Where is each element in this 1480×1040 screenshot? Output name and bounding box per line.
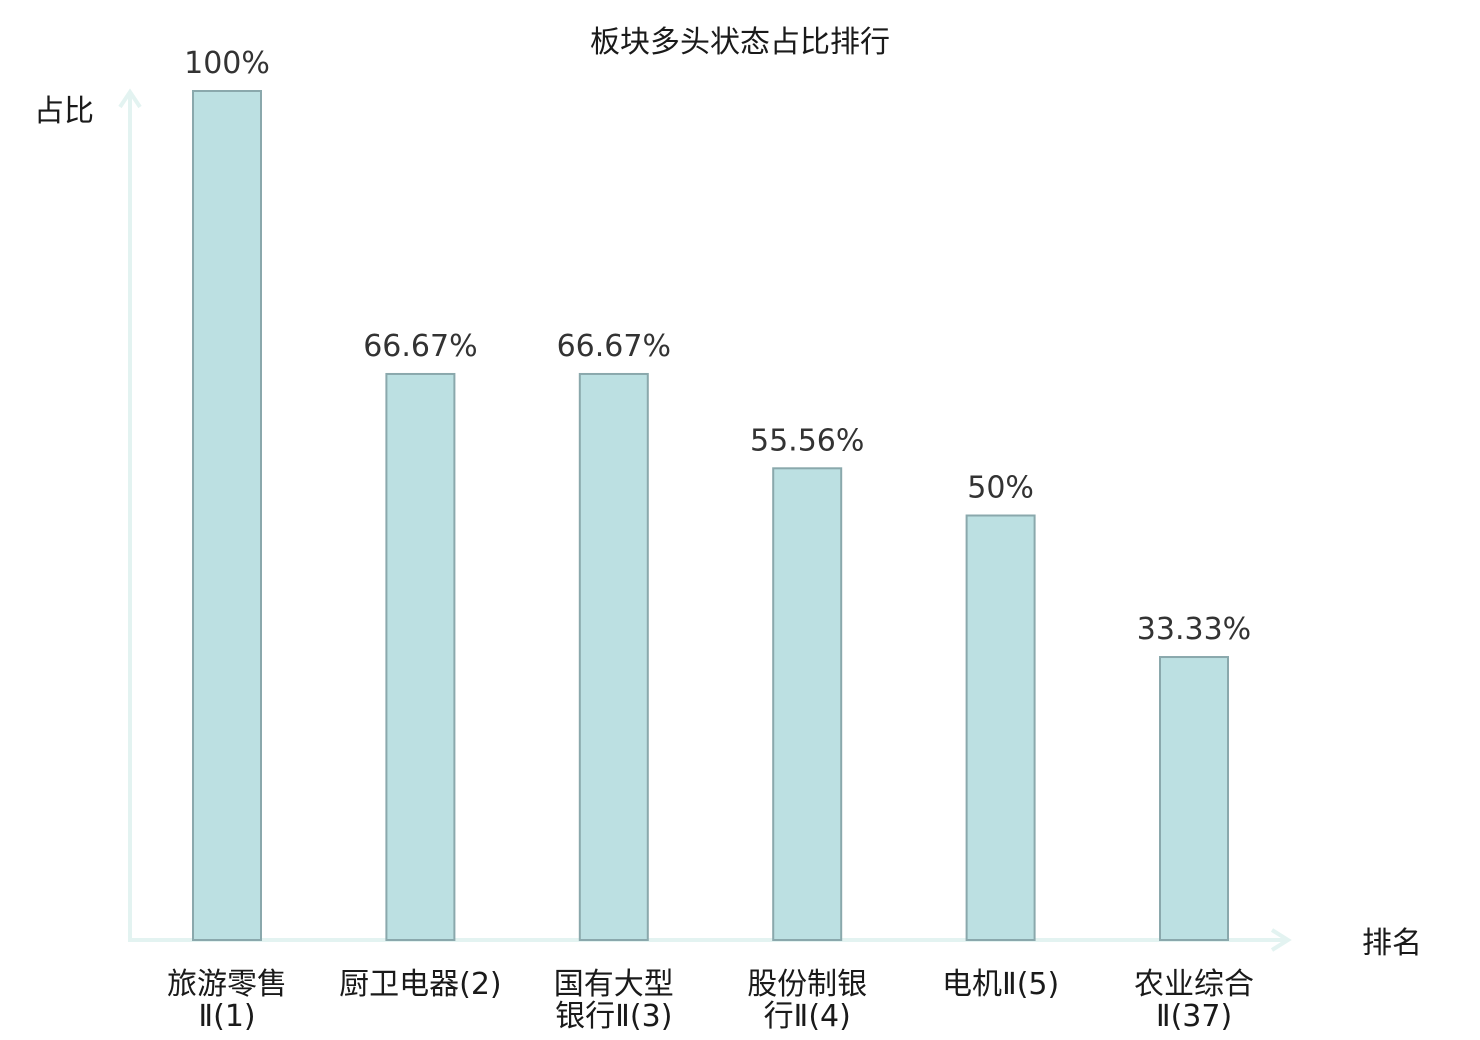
bar-1 (192, 90, 262, 941)
value-label-4: 55.56% (750, 423, 864, 458)
category-label-line: 旅游零售 (167, 967, 287, 1002)
category-label-line: 行Ⅱ(4) (764, 999, 851, 1034)
value-labels-group: 100% 66.67% 66.67% 55.56% 50% 33.33% (184, 46, 1251, 647)
value-label-5: 50% (967, 471, 1034, 506)
category-label-line: Ⅱ(1) (198, 999, 255, 1034)
value-label-3: 66.67% (557, 329, 671, 364)
category-label-5: 电机Ⅱ(5) (942, 967, 1059, 1002)
category-label-line: 电机Ⅱ(5) (942, 967, 1059, 1002)
bar-4 (772, 467, 843, 941)
y-axis (118, 88, 142, 940)
value-label-1: 100% (184, 46, 270, 81)
category-label-6: 农业综合 Ⅱ(37) (1134, 967, 1254, 1034)
value-label-2: 66.67% (363, 329, 477, 364)
bar-5 (965, 514, 1036, 941)
x-axis (128, 928, 1292, 952)
category-label-2: 厨卫电器(2) (339, 967, 502, 1002)
bar-3 (578, 372, 649, 942)
value-label-6: 33.33% (1137, 612, 1251, 647)
category-label-line: 国有大型 (554, 967, 674, 1002)
chart-title: 板块多头状态占比排行 (590, 25, 890, 60)
category-label-line: 厨卫电器(2) (339, 967, 502, 1002)
category-label-1: 旅游零售 Ⅱ(1) (167, 967, 287, 1034)
y-axis-label: 占比 (34, 94, 94, 129)
category-label-line: Ⅱ(37) (1156, 999, 1232, 1034)
x-axis-label: 排名 (1362, 926, 1422, 961)
bar-2 (385, 372, 456, 942)
category-labels-group: 旅游零售 Ⅱ(1) 厨卫电器(2) 国有大型银行Ⅱ(3) 股份制银行Ⅱ(4) 电机Ⅱ(5)… (167, 967, 1254, 1034)
category-label-3: 国有大型银行Ⅱ(3) (554, 967, 674, 1034)
category-label-line: 农业综合 (1134, 967, 1254, 1002)
category-label-line: 股份制银 (747, 967, 867, 1002)
bars-group (192, 90, 1229, 942)
category-label-4: 股份制银行Ⅱ(4) (747, 967, 867, 1034)
bar-6 (1159, 656, 1229, 942)
category-label-line: 银行Ⅱ(3) (555, 999, 672, 1034)
